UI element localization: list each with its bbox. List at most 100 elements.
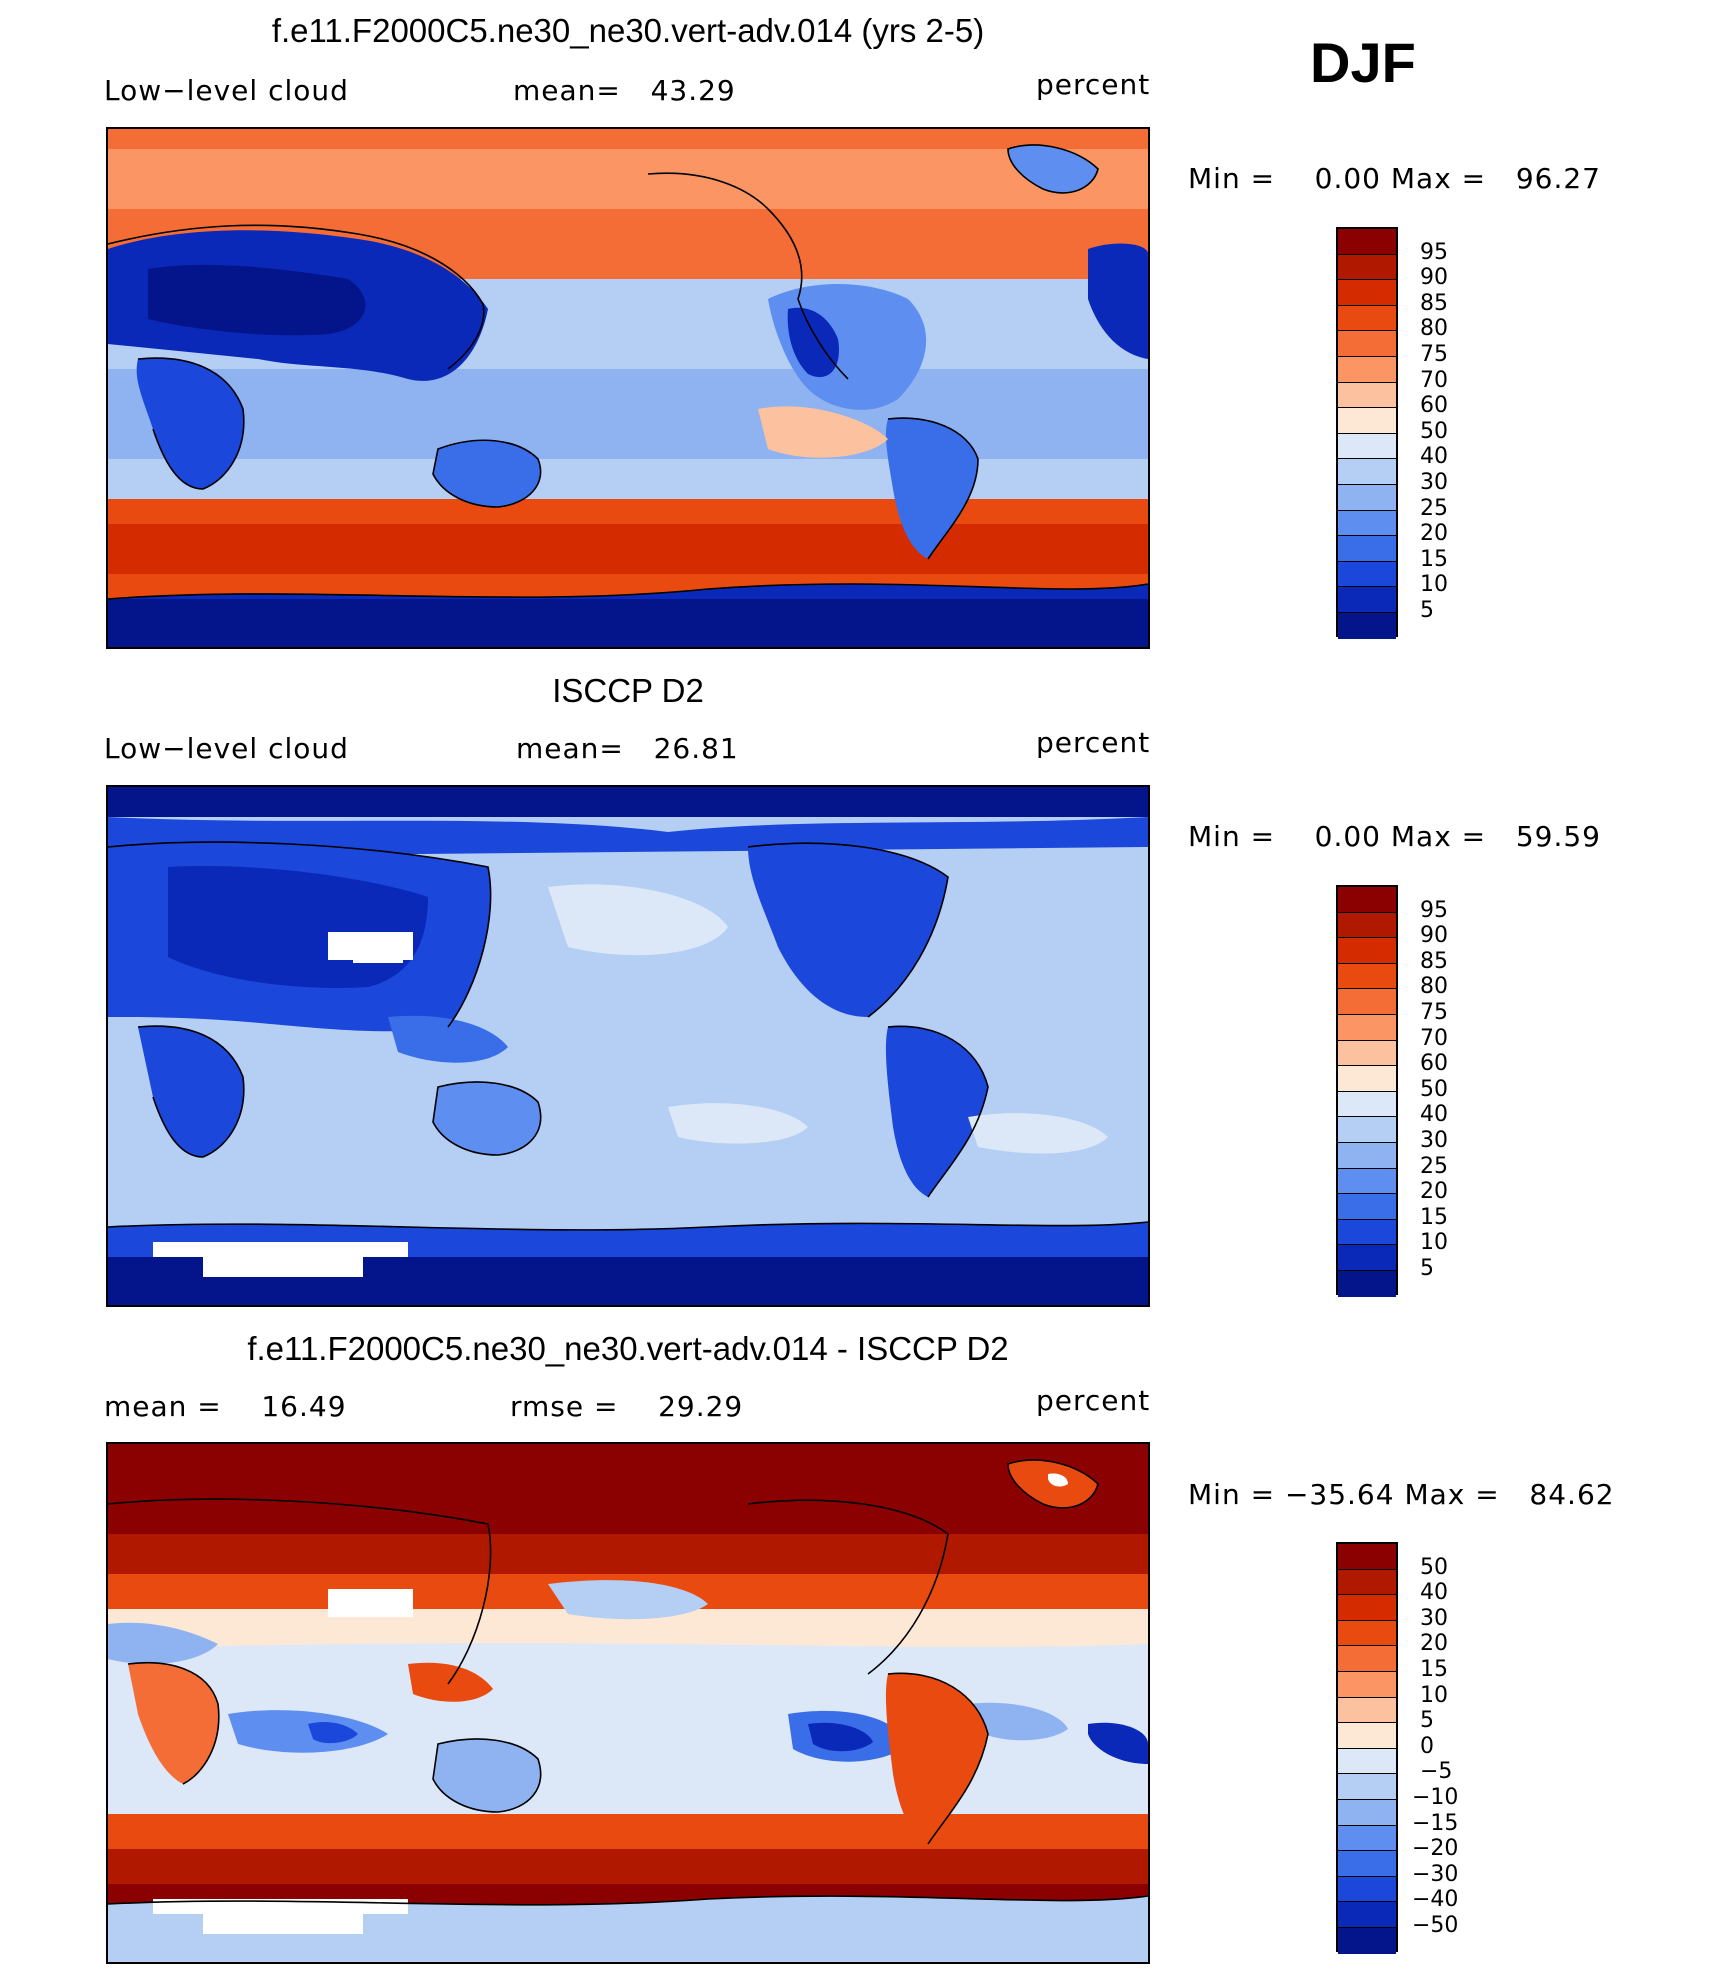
panel1-colorbar-label: 20 bbox=[1420, 521, 1448, 547]
panel3-colorbar-label: −10 bbox=[1412, 1785, 1459, 1810]
panel1-colorbar-label: 25 bbox=[1420, 495, 1448, 521]
panel2-colorbar-label: 95 bbox=[1420, 897, 1448, 923]
panel2-colorbar-label: 80 bbox=[1420, 974, 1448, 1000]
panel3-colorbar-cell bbox=[1338, 1671, 1396, 1698]
panel3-colorbar-label: −5 bbox=[1420, 1759, 1453, 1785]
panel3-colorbar-cell bbox=[1338, 1620, 1396, 1647]
panel3-title: f.e11.F2000C5.ne30_ne30.vert-adv.014 - I… bbox=[247, 1330, 1009, 1367]
panel3-colorbar-label: 15 bbox=[1420, 1657, 1448, 1682]
panel2-colorbar-label: 5 bbox=[1420, 1256, 1434, 1281]
panel2-colorbar-label: 40 bbox=[1420, 1102, 1448, 1128]
panel1-colorbar-cell bbox=[1338, 280, 1396, 306]
panel1-colorbar-cell bbox=[1338, 305, 1396, 332]
panel3-colorbar-label: −40 bbox=[1412, 1887, 1459, 1913]
panel2-title: ISCCP D2 bbox=[552, 672, 704, 709]
panel2-colorbar-cell bbox=[1338, 912, 1396, 939]
panel2-mean-label: mean= 26.81 bbox=[516, 732, 739, 765]
panel3-colorbar-label: −30 bbox=[1412, 1861, 1459, 1887]
panel2-colorbar-cell bbox=[1338, 1091, 1396, 1118]
panel1-colorbar-cell bbox=[1338, 561, 1396, 588]
panel1-colorbar-label: 70 bbox=[1420, 367, 1448, 393]
panel3-colorbar-cell bbox=[1338, 1569, 1396, 1596]
panel3-map bbox=[106, 1442, 1150, 1964]
panel3-colorbar-cell bbox=[1338, 1748, 1396, 1775]
panel1-colorbar-cell bbox=[1338, 510, 1396, 537]
panel3-colorbar-label: 0 bbox=[1420, 1733, 1434, 1759]
panel1-colorbar-cell bbox=[1338, 433, 1396, 460]
panel2-colorbar-cell bbox=[1338, 1142, 1396, 1169]
panel1-colorbar-cell bbox=[1338, 536, 1396, 562]
panel1-colorbar-label: 10 bbox=[1420, 572, 1448, 598]
panel2-map bbox=[106, 785, 1150, 1307]
panel1-colorbar-cell bbox=[1338, 484, 1396, 511]
panel1-colorbar bbox=[1336, 227, 1398, 639]
panel2-colorbar-cell bbox=[1338, 887, 1396, 913]
panel2-colorbar bbox=[1336, 885, 1398, 1297]
panel1-colorbar-label: 85 bbox=[1420, 290, 1448, 316]
panel2-colorbar-cell bbox=[1338, 1270, 1396, 1297]
panel3-colorbar-cell bbox=[1338, 1697, 1396, 1724]
panel1-colorbar-label: 80 bbox=[1420, 316, 1448, 342]
panel3-rmse-label: rmse = 29.29 bbox=[510, 1390, 744, 1423]
panel2-colorbar-cell bbox=[1338, 1066, 1396, 1092]
panel3-colorbar-cell bbox=[1338, 1851, 1396, 1877]
panel3-colorbar-label: −50 bbox=[1412, 1913, 1459, 1938]
panel3-colorbar-cell bbox=[1338, 1595, 1396, 1621]
panel3-colorbar-cell bbox=[1338, 1544, 1396, 1570]
panel2-minmax-label: Min = 0.00 Max = 59.59 bbox=[1188, 820, 1601, 853]
panel3-colorbar-label: 40 bbox=[1420, 1580, 1448, 1606]
panel3-colorbar-label: −20 bbox=[1412, 1836, 1459, 1862]
season-label: DJF bbox=[1310, 31, 1416, 94]
panel3-colorbar-cell bbox=[1338, 1723, 1396, 1749]
panel1-colorbar-cell bbox=[1338, 459, 1396, 485]
panel2-variable-label: Low−level cloud bbox=[104, 732, 349, 765]
panel3-colorbar-label: −15 bbox=[1412, 1810, 1459, 1836]
panel2-colorbar-label: 90 bbox=[1420, 923, 1448, 949]
panel3-colorbar-cell bbox=[1338, 1876, 1396, 1903]
panel3-colorbar-label: 10 bbox=[1420, 1682, 1448, 1708]
panel1-colorbar-cell bbox=[1338, 356, 1396, 383]
panel2-colorbar-cell bbox=[1338, 1219, 1396, 1246]
panel2-colorbar-cell bbox=[1338, 1014, 1396, 1041]
panel2-colorbar-label: 70 bbox=[1420, 1025, 1448, 1051]
panel2-colorbar-label: 25 bbox=[1420, 1153, 1448, 1179]
panel2-colorbar-label: 20 bbox=[1420, 1179, 1448, 1205]
panel2-colorbar-cell bbox=[1338, 1194, 1396, 1220]
panel2-colorbar-label: 75 bbox=[1420, 1000, 1448, 1025]
panel3-minmax-label: Min = −35.64 Max = 84.62 bbox=[1188, 1478, 1615, 1511]
panel2-units-label: percent bbox=[1036, 726, 1151, 759]
panel1-title: f.e11.F2000C5.ne30_ne30.vert-adv.014 (yr… bbox=[271, 12, 985, 49]
panel3-colorbar-cell bbox=[1338, 1927, 1396, 1954]
panel1-colorbar-cell bbox=[1338, 229, 1396, 255]
panel1-colorbar-label: 60 bbox=[1420, 393, 1448, 419]
panel1-colorbar-cell bbox=[1338, 408, 1396, 434]
panel2-colorbar-label: 10 bbox=[1420, 1230, 1448, 1256]
panel1-minmax-label: Min = 0.00 Max = 96.27 bbox=[1188, 162, 1601, 195]
panel1-units-label: percent bbox=[1036, 68, 1151, 101]
panel1-colorbar-label: 90 bbox=[1420, 265, 1448, 291]
panel3-colorbar-cell bbox=[1338, 1825, 1396, 1852]
panel1-colorbar-label: 30 bbox=[1420, 470, 1448, 495]
panel3-colorbar-label: 20 bbox=[1420, 1631, 1448, 1657]
panel3-colorbar-cell bbox=[1338, 1902, 1396, 1928]
panel2-colorbar-cell bbox=[1338, 1117, 1396, 1143]
panel2-colorbar-cell bbox=[1338, 963, 1396, 990]
panel2-colorbar-label: 15 bbox=[1420, 1204, 1448, 1230]
panel3-colorbar-cell bbox=[1338, 1799, 1396, 1826]
panel1-colorbar-cell bbox=[1338, 587, 1396, 613]
panel3-units-label: percent bbox=[1036, 1384, 1151, 1417]
panel1-colorbar-cell bbox=[1338, 254, 1396, 281]
panel2-colorbar-cell bbox=[1338, 938, 1396, 964]
panel3-colorbar-cell bbox=[1338, 1646, 1396, 1672]
panel2-colorbar-label: 60 bbox=[1420, 1051, 1448, 1077]
panel1-colorbar-label: 50 bbox=[1420, 418, 1448, 444]
panel1-colorbar-label: 95 bbox=[1420, 239, 1448, 265]
panel2-colorbar-cell bbox=[1338, 1168, 1396, 1195]
panel1-mean-label: mean= 43.29 bbox=[513, 74, 736, 107]
panel3-colorbar bbox=[1336, 1542, 1398, 1954]
panel1-colorbar-cell bbox=[1338, 612, 1396, 639]
panel3-colorbar-label: 50 bbox=[1420, 1554, 1448, 1580]
panel2-colorbar-cell bbox=[1338, 989, 1396, 1015]
panel1-colorbar-label: 15 bbox=[1420, 546, 1448, 572]
panel2-colorbar-label: 30 bbox=[1420, 1128, 1448, 1153]
